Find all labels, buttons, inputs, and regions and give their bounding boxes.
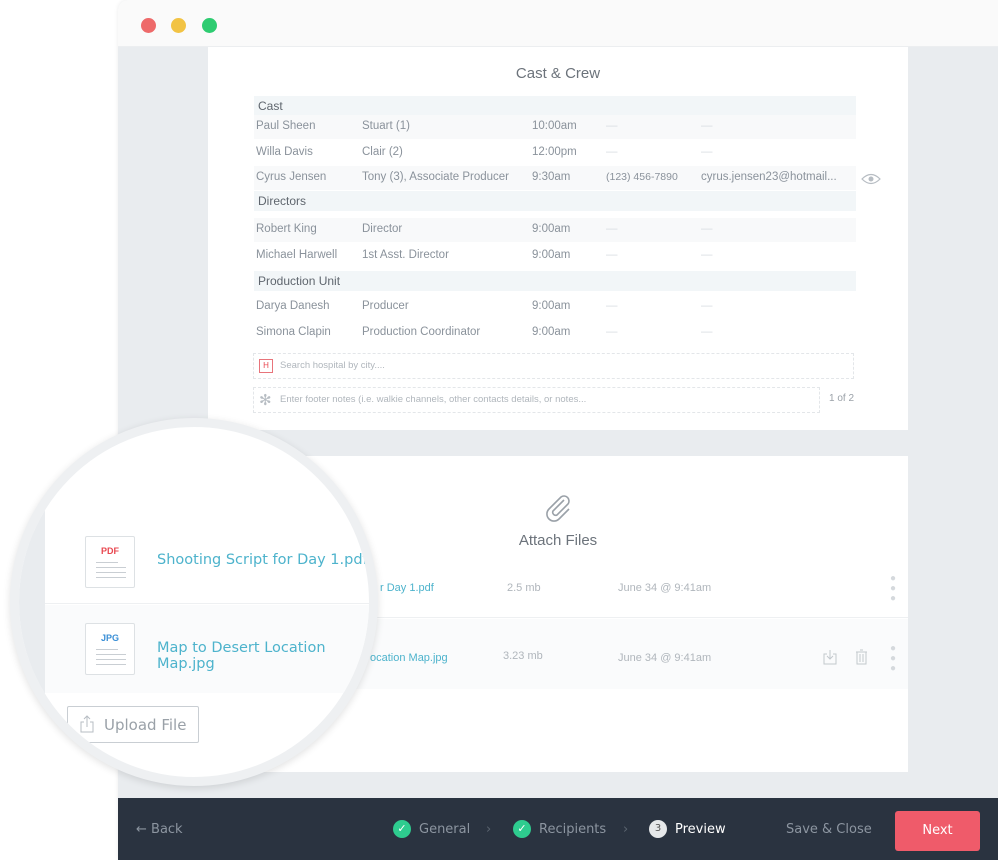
phone: (123) 456-7890 [606,171,678,183]
section-header-production-unit: Production Unit [254,271,856,291]
name: Michael Harwell [256,249,338,261]
file-date: June 34 @ 9:41am [618,582,712,594]
page-indicator: 1 of 2 [829,393,855,404]
next-button[interactable]: Next [895,811,980,851]
email: — [701,326,713,338]
table-row[interactable]: Simona Clapin Production Coordinator 9:00a… [254,321,856,345]
upload-file-button[interactable]: Upload File [67,706,199,743]
attach-files-title: Attach Files [518,532,598,549]
role: 1st Asst. Director [362,249,449,261]
email: — [701,120,713,132]
email: — [701,146,713,158]
call-time: 10:00am [532,120,577,132]
footer-notes-input[interactable]: ✻ Enter footer notes (i.e. walkie channe… [253,387,820,413]
file-row-zoomed[interactable]: PDF Shooting Script for Day 1.pdf [45,518,369,604]
download-icon[interactable] [823,649,837,665]
chevron-right-icon: › [486,822,492,837]
cast-crew-title: Cast & Crew [515,65,601,82]
call-time: 9:00am [532,223,571,235]
table-row[interactable]: Darya Danesh Producer 9:00am — — [254,295,856,319]
table-row[interactable]: Paul Sheen Stuart (1) 10:00am — — [254,115,856,139]
file-name-link[interactable]: Map to Desert Location Map.jpg [157,640,326,672]
close-window-button[interactable] [141,18,156,33]
title-bar [118,0,998,47]
name: Robert King [256,223,317,235]
role: Clair (2) [362,146,403,158]
phone: — [606,249,618,261]
magnifier-callout: PDF Shooting Script for Day 1.pdf JPG Ma… [10,418,378,786]
file-row-zoomed[interactable]: JPG Map to Desert Location Map.jpg [45,605,369,693]
phone: — [606,300,618,312]
step-general[interactable]: General [419,822,471,837]
name: Simona Clapin [256,326,331,338]
role: Stuart (1) [362,120,410,132]
email: — [701,300,713,312]
check-icon: ✓ [513,820,531,838]
maximize-window-button[interactable] [202,18,217,33]
file-name-link[interactable]: Shooting Script for Day 1.pdf [157,552,368,568]
file-name-link[interactable]: ocation Map.jpg [370,652,448,664]
phone: — [606,326,618,338]
eye-icon[interactable] [861,173,881,185]
role: Director [362,223,403,235]
save-close-button[interactable]: Save & Close [786,822,872,837]
phone: — [606,146,618,158]
file-date: June 34 @ 9:41am [618,652,712,664]
phone: — [606,120,618,132]
footer-notes-placeholder: Enter footer notes (i.e. walkie channels… [280,394,587,405]
role: Tony (3), Associate Producer [362,171,510,183]
step-preview[interactable]: Preview [675,822,726,837]
wizard-footer: ← Back ✓ General › ✓ Recipients › 3 Prev… [118,798,998,860]
hospital-search-placeholder: Search hospital by city.... [280,360,385,371]
back-button[interactable]: ← Back [136,822,183,837]
table-row[interactable]: Willa Davis Clair (2) 12:00pm — — [254,141,856,165]
call-time: 9:00am [532,326,571,338]
hospital-search-input[interactable]: H Search hospital by city.... [253,353,854,379]
name: Cyrus Jensen [256,171,327,183]
table-row[interactable]: Cyrus Jensen Tony (3), Associate Producer… [254,166,856,190]
role: Production Coordinator [362,326,481,338]
snowflake-icon: ✻ [259,392,272,409]
file-row[interactable]: r Day 1.pdf 2.5 mb June 34 @ 9:41am ● ● ● [208,560,908,618]
name: Paul Sheen [256,120,316,132]
role: Producer [362,300,409,312]
upload-icon [80,715,94,733]
minimize-window-button[interactable] [171,18,186,33]
more-options-icon[interactable]: ● ● ● [890,643,897,674]
email: — [701,223,713,235]
section-header-cast: Cast [254,96,856,116]
chevron-right-icon: › [623,822,629,837]
step-number-badge: 3 [649,820,667,838]
table-row[interactable]: Robert King Director 9:00am — — [254,218,856,242]
call-time: 9:30am [532,171,571,183]
paperclip-icon [546,495,570,522]
phone: — [606,223,618,235]
table-row[interactable]: Michael Harwell 1st Asst. Director 9:00am —… [254,244,856,268]
cast-crew-panel: Cast & Crew Cast Paul Sheen Stuart (1) 10:… [208,47,908,430]
more-options-icon[interactable]: ● ● ● [890,573,897,604]
call-time: 12:00pm [532,146,577,158]
jpg-file-icon: JPG [85,623,135,675]
hospital-icon: H [259,359,273,373]
file-name-link[interactable]: r Day 1.pdf [380,582,434,594]
pdf-file-icon: PDF [85,536,135,588]
call-time: 9:00am [532,249,571,261]
trash-icon[interactable] [855,649,868,665]
name: Willa Davis [256,146,313,158]
check-icon: ✓ [393,820,411,838]
email: — [701,249,713,261]
file-size: 2.5 mb [507,582,541,594]
email: cyrus.jensen23@hotmail... [701,171,837,183]
step-recipients[interactable]: Recipients [539,822,607,837]
section-header-directors: Directors [254,191,856,211]
call-time: 9:00am [532,300,571,312]
name: Darya Danesh [256,300,330,312]
file-size: 3.23 mb [503,650,543,662]
